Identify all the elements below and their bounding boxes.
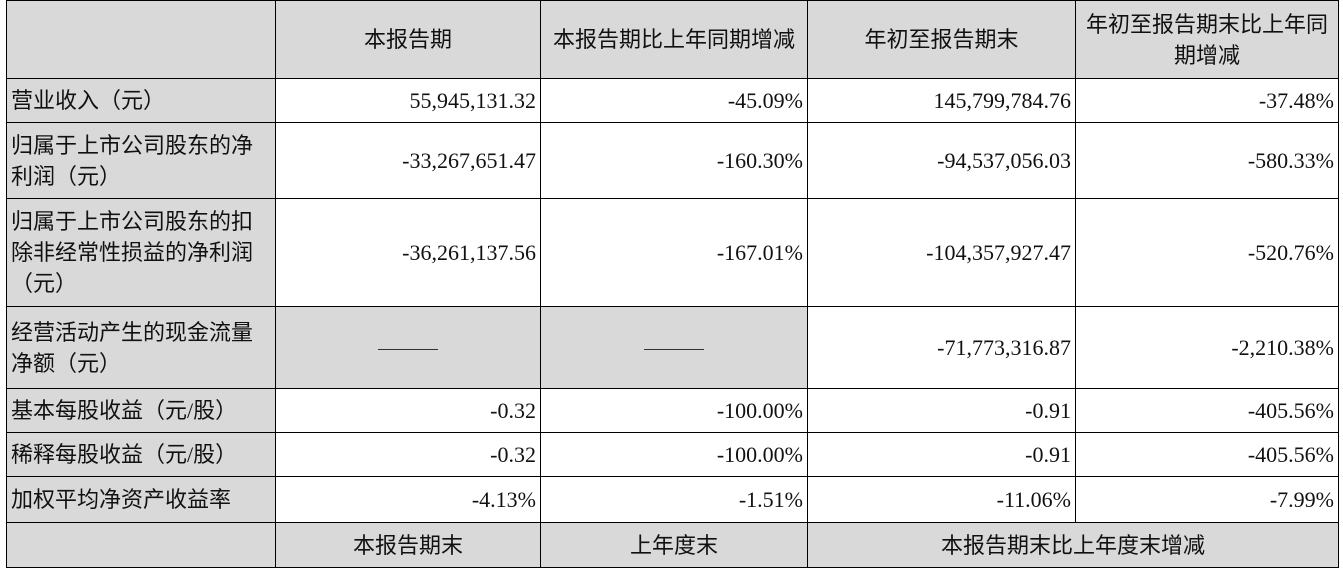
cell: -11.06% bbox=[807, 476, 1076, 523]
header-cell: 年初至报告期末比上年同期增减 bbox=[1075, 0, 1339, 79]
cell: -0.91 bbox=[807, 388, 1076, 433]
table-row: 稀释每股收益（元/股） -0.32 -100.00% -0.91 -405.56… bbox=[6, 432, 1339, 477]
cell: -7.99% bbox=[1075, 476, 1339, 523]
cell: -0.32 bbox=[275, 432, 541, 477]
cell: -160.30% bbox=[540, 122, 808, 199]
row-label: 归属于上市公司股东的扣除非经常性损益的净利润（元） bbox=[6, 198, 276, 307]
footer-cell-empty bbox=[6, 522, 276, 568]
header-cell: 年初至报告期末 bbox=[807, 0, 1076, 79]
row-label: 营业收入（元） bbox=[6, 78, 276, 123]
cell: -104,357,927.47 bbox=[807, 198, 1076, 307]
row-label: 加权平均净资产收益率 bbox=[6, 476, 276, 523]
cell: -45.09% bbox=[540, 78, 808, 123]
footer-cell: 上年度末 bbox=[540, 522, 808, 568]
header-row: 本报告期 本报告期比上年同期增减 年初至报告期末 年初至报告期末比上年同期增减 bbox=[6, 0, 1339, 79]
cell: -100.00% bbox=[540, 388, 808, 433]
cell: 145,799,784.76 bbox=[807, 78, 1076, 123]
table-row: 基本每股收益（元/股） -0.32 -100.00% -0.91 -405.56… bbox=[6, 388, 1339, 433]
cell: -405.56% bbox=[1075, 388, 1339, 433]
header-cell: 本报告期 bbox=[275, 0, 541, 79]
cell: 55,945,131.32 bbox=[275, 78, 541, 123]
cell: -167.01% bbox=[540, 198, 808, 307]
financial-data-table: 本报告期 本报告期比上年同期增减 年初至报告期末 年初至报告期末比上年同期增减 … bbox=[6, 0, 1339, 568]
row-label: 稀释每股收益（元/股） bbox=[6, 432, 276, 477]
cell: -405.56% bbox=[1075, 432, 1339, 477]
cell: -33,267,651.47 bbox=[275, 122, 541, 199]
row-label: 归属于上市公司股东的净利润（元） bbox=[6, 122, 276, 199]
row-label: 经营活动产生的现金流量净额（元） bbox=[6, 306, 276, 389]
footer-row: 本报告期末 上年度末 本报告期末比上年度末增减 bbox=[6, 522, 1339, 568]
dash bbox=[644, 349, 704, 351]
cell: -100.00% bbox=[540, 432, 808, 477]
row-label: 基本每股收益（元/股） bbox=[6, 388, 276, 433]
cell-dash: —— bbox=[540, 306, 808, 389]
cell: -36,261,137.56 bbox=[275, 198, 541, 307]
table-row: 归属于上市公司股东的扣除非经常性损益的净利润（元） -36,261,137.56… bbox=[6, 198, 1339, 307]
table-row: 加权平均净资产收益率 -4.13% -1.51% -11.06% -7.99% bbox=[6, 476, 1339, 523]
table-row: 归属于上市公司股东的净利润（元） -33,267,651.47 -160.30%… bbox=[6, 122, 1339, 199]
table-row: 营业收入（元） 55,945,131.32 -45.09% 145,799,78… bbox=[6, 78, 1339, 123]
cell: -71,773,316.87 bbox=[807, 306, 1076, 389]
cell-dash: —— bbox=[275, 306, 541, 389]
cell: -4.13% bbox=[275, 476, 541, 523]
cell: -580.33% bbox=[1075, 122, 1339, 199]
cell: -94,537,056.03 bbox=[807, 122, 1076, 199]
cell: -37.48% bbox=[1075, 78, 1339, 123]
footer-cell: 本报告期末比上年度末增减 bbox=[807, 522, 1339, 568]
dash bbox=[378, 349, 438, 351]
cell: -0.91 bbox=[807, 432, 1076, 477]
cell: -1.51% bbox=[540, 476, 808, 523]
table-row: 经营活动产生的现金流量净额（元） —— —— -71,773,316.87 -2… bbox=[6, 306, 1339, 389]
cell: -520.76% bbox=[1075, 198, 1339, 307]
header-cell-empty bbox=[6, 0, 276, 79]
cell: -0.32 bbox=[275, 388, 541, 433]
header-cell: 本报告期比上年同期增减 bbox=[540, 0, 808, 79]
footer-cell: 本报告期末 bbox=[275, 522, 541, 568]
cell: -2,210.38% bbox=[1075, 306, 1339, 389]
